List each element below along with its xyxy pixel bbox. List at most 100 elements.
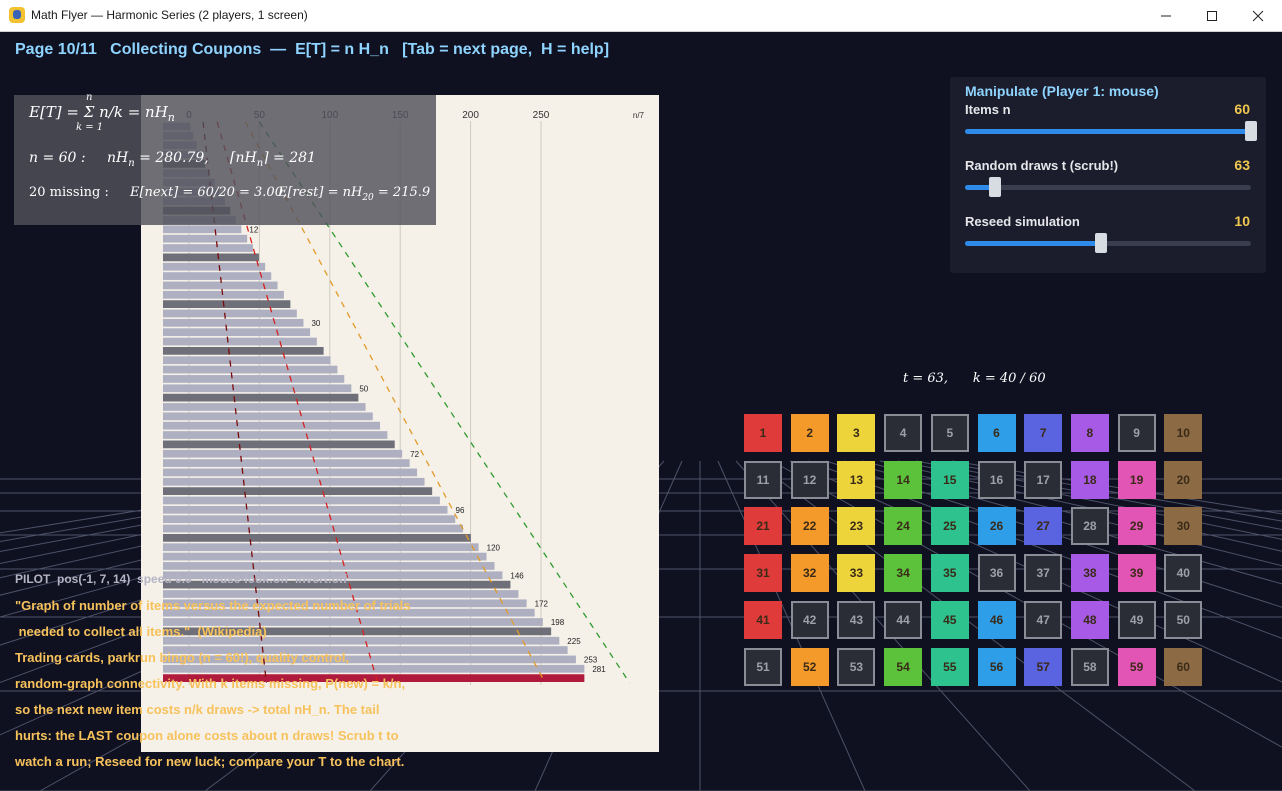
- coupon-tile: 48: [1070, 600, 1109, 639]
- coupon-tile: 50: [1164, 600, 1203, 639]
- coupon-tile: 35: [930, 554, 969, 593]
- x-tick-label: 200: [462, 110, 479, 121]
- coupon-tile: 23: [837, 507, 876, 546]
- bar: [163, 599, 527, 608]
- data-label: 146: [510, 571, 524, 580]
- coupon-tile: 7: [1024, 414, 1063, 452]
- coupon-tile: 13: [837, 460, 876, 499]
- grid-line: [933, 460, 1282, 522]
- bar: [163, 655, 576, 664]
- x-corner-label: n/7: [633, 111, 645, 120]
- bar: [163, 496, 440, 505]
- slider-reseed-label: Reseed simulation: [965, 214, 1080, 229]
- coupon-tile: 58: [1070, 647, 1109, 686]
- bar: [163, 515, 456, 524]
- coupon-tile: 37: [1024, 554, 1063, 593]
- slider-reseed[interactable]: [965, 233, 1251, 253]
- bar: [163, 580, 511, 589]
- window-titlebar: Math Flyer — Harmonic Series (2 players,…: [0, 0, 1282, 32]
- coupon-tile: 27: [1024, 507, 1063, 546]
- close-icon: [1252, 10, 1264, 21]
- slider-draws-fill: [965, 185, 996, 190]
- expected-dashed-line: [244, 121, 546, 684]
- bar: [163, 608, 535, 617]
- bar: [163, 412, 373, 421]
- pilot-status: PILOT pos(-1, 7, 14) speed 0.0 mouse-loo…: [15, 572, 348, 586]
- slider-items-fill: [965, 129, 1251, 134]
- coupon-tile: 33: [837, 554, 876, 593]
- slider-items-knob[interactable]: [1245, 121, 1257, 141]
- formula-n-value: n = 60 :: [29, 150, 86, 166]
- formula-overlay: E[T] = Σ n/k = nHn n k = 1 n = 60 : nHn …: [14, 92, 436, 225]
- sum-lower-limit: k = 1: [76, 122, 104, 133]
- window-title: Math Flyer — Harmonic Series (2 players,…: [31, 8, 308, 22]
- data-label: 120: [487, 543, 501, 552]
- slider-draws[interactable]: [965, 177, 1251, 197]
- coupon-tile: 59: [1117, 647, 1156, 686]
- x-tick-label: 250: [533, 110, 550, 121]
- formula-rest-expect: E[rest] = nH20 = 215.9: [278, 185, 431, 203]
- coupon-tile: 14: [884, 460, 923, 499]
- coupon-tile: 49: [1117, 600, 1156, 639]
- bar: [163, 328, 311, 337]
- coupon-tile: 3: [837, 414, 876, 452]
- bar: [163, 440, 395, 449]
- description-line: Trading cards, parkrun bingo (n = 60!), …: [15, 650, 350, 665]
- data-label: 172: [535, 600, 549, 609]
- coupon-tile: 47: [1024, 600, 1063, 639]
- coupon-tile: 41: [744, 600, 782, 639]
- coupon-tile: 10: [1164, 414, 1203, 452]
- bar: [163, 459, 410, 467]
- grid-line: [735, 460, 1031, 791]
- bar: [163, 674, 585, 682]
- bar: [163, 646, 568, 654]
- formula-next-expect: E[next] = 60/20 = 3.00,: [130, 185, 288, 200]
- coupon-tile: 46: [977, 600, 1016, 639]
- coupon-tile: 51: [744, 647, 782, 686]
- coupon-tile: 30: [1164, 507, 1203, 546]
- description-line: "Graph of number of items versus the exp…: [15, 598, 411, 613]
- coupon-tile: 44: [884, 600, 923, 639]
- manipulate-panel: Manipulate (Player 1: mouse) Items n 60 …: [950, 77, 1266, 273]
- minimize-icon: [1161, 15, 1171, 16]
- coupon-tile: 31: [744, 554, 782, 593]
- close-button[interactable]: [1235, 0, 1281, 31]
- formula-ceil-nhn: ⌈nHn⌉ = 281: [230, 150, 316, 169]
- coupon-tile: 43: [837, 600, 876, 639]
- slider-items[interactable]: [965, 121, 1257, 141]
- coupon-tile: 53: [837, 647, 876, 686]
- coupon-tile: 29: [1117, 507, 1156, 546]
- expected-dashed-line: [202, 121, 268, 684]
- 3d-scene-viewport[interactable]: Page 10/11 Collecting Coupons — E[T] = n…: [0, 31, 1282, 791]
- coupon-tile: 11: [744, 460, 782, 499]
- coupon-tile: 36: [977, 554, 1016, 593]
- bar: [163, 543, 479, 552]
- data-label: 72: [410, 450, 419, 459]
- coupon-tile: 55: [930, 647, 969, 686]
- bar: [163, 449, 403, 458]
- coupon-tile: 34: [884, 554, 923, 593]
- coupon-tile: 21: [744, 507, 782, 546]
- coupon-tile: 40: [1164, 554, 1203, 593]
- minimize-button[interactable]: [1143, 0, 1189, 31]
- slider-draws-value: 63: [1234, 157, 1250, 173]
- coupon-tile: 54: [884, 647, 923, 686]
- bar: [163, 309, 297, 318]
- coupon-tile: 17: [1024, 460, 1063, 499]
- slider-reseed-knob[interactable]: [1094, 233, 1107, 253]
- app-icon: [9, 7, 25, 23]
- grid-line: [0, 460, 449, 534]
- coupon-tile: 52: [790, 647, 829, 686]
- slider-draws-knob[interactable]: [989, 177, 1002, 197]
- coupon-tile: 8: [1070, 414, 1109, 452]
- coupon-tile: 60: [1164, 647, 1203, 686]
- bar: [163, 636, 560, 645]
- coupon-tile: 18: [1070, 460, 1109, 499]
- bar: [163, 225, 242, 234]
- manipulate-title: Manipulate (Player 1: mouse): [965, 83, 1159, 99]
- sum-upper-limit: n: [86, 92, 93, 103]
- bar: [163, 244, 253, 252]
- maximize-button[interactable]: [1189, 0, 1235, 31]
- formula-missing-count: 20 missing :: [29, 185, 109, 200]
- coupon-tile: 19: [1117, 460, 1156, 499]
